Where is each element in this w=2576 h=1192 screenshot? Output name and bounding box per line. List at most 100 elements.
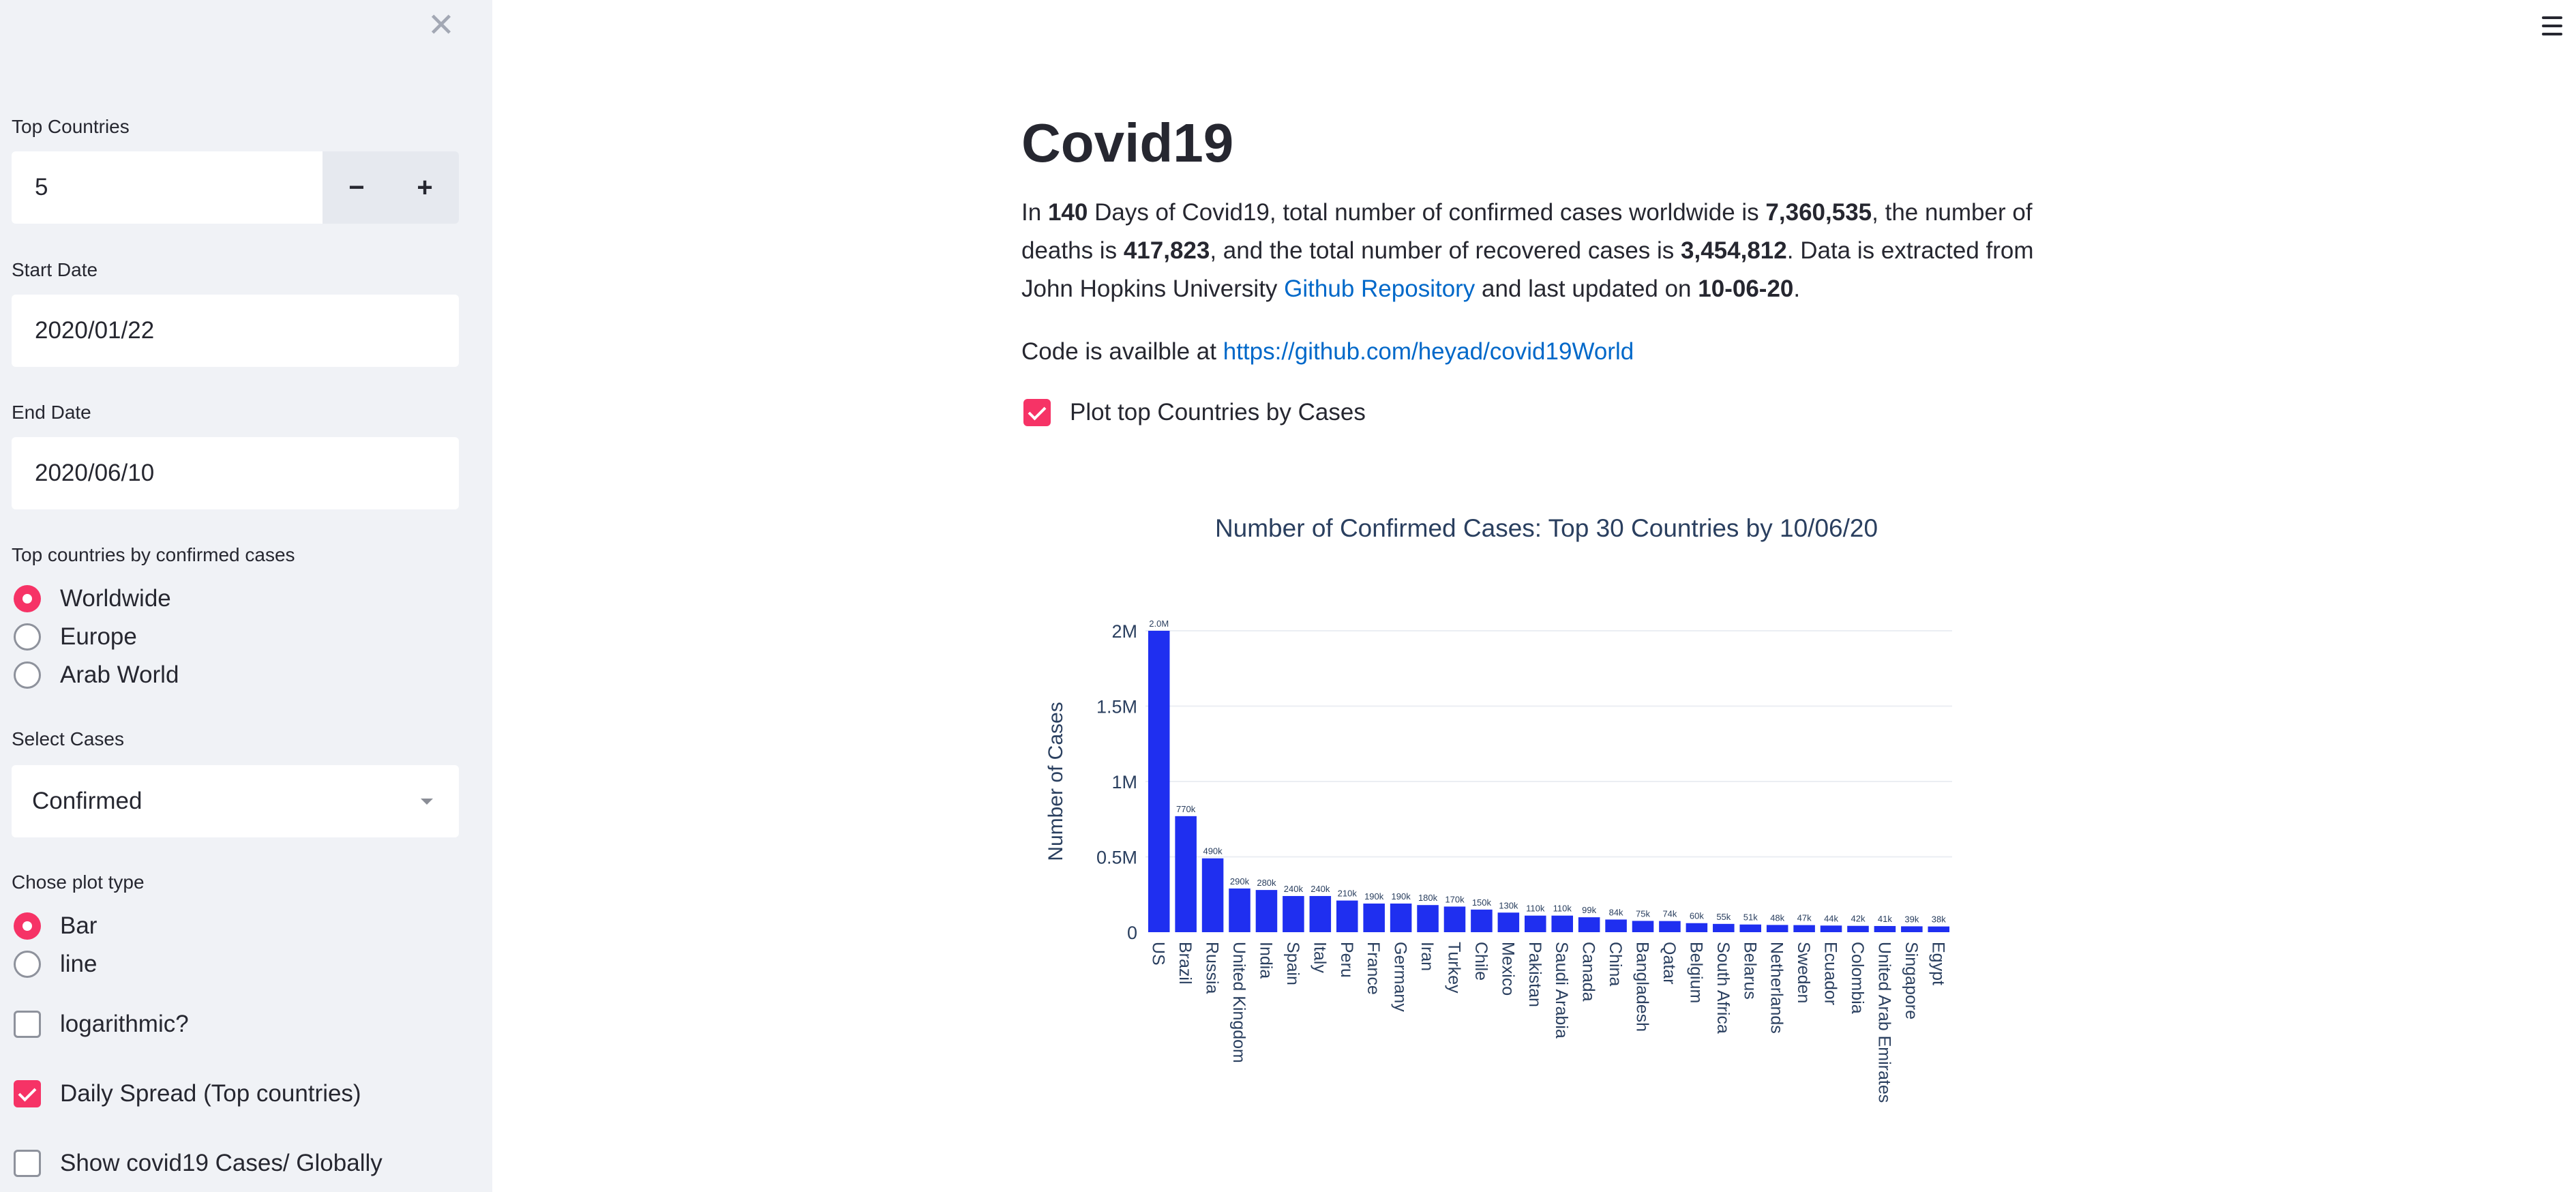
chart-title: Number of Confirmed Cases: Top 30 Countr… [1215, 514, 1878, 542]
bar-value-label: 110k [1526, 904, 1545, 914]
bar-value-label: 60k [1690, 911, 1704, 921]
bar [1766, 925, 1788, 932]
bar-value-label: 280k [1257, 878, 1276, 888]
x-tick-label: Belarus [1740, 942, 1759, 1000]
page-title: Covid19 [1021, 113, 1234, 173]
close-icon[interactable]: ✕ [427, 8, 455, 44]
x-tick-label: Pakistan [1525, 942, 1544, 1007]
bar [1175, 816, 1197, 932]
checkbox-label: Plot top Countries by Cases [1070, 399, 1366, 426]
x-tick-label: Chile [1471, 942, 1491, 981]
radio-label: line [60, 951, 98, 977]
bar [1632, 921, 1654, 932]
x-tick-label: Qatar [1660, 942, 1679, 985]
x-tick-label: Saudi Arabia [1552, 942, 1571, 1039]
bar [1497, 912, 1520, 932]
confirmed-cases-bar-chart: Number of Confirmed Cases: Top 30 Countr… [1045, 514, 1952, 1103]
bar [1659, 921, 1681, 932]
x-tick-label: Mexico [1498, 942, 1517, 996]
bar [1390, 904, 1412, 932]
github-repository-link[interactable]: Github Repository [1284, 275, 1476, 302]
bar-value-label: 44k [1824, 913, 1838, 923]
bar-value-label: 99k [1582, 905, 1596, 915]
bar [1336, 900, 1358, 932]
x-tick-label: Bangladesh [1633, 942, 1652, 1032]
days-count: 140 [1047, 199, 1088, 226]
plot-top-countries-checkbox[interactable]: Plot top Countries by Cases [1023, 399, 1366, 426]
select-cases-dropdown[interactable]: Confirmed [12, 765, 459, 837]
x-tick-label: Iran [1418, 942, 1437, 971]
bar-value-label: 51k [1743, 912, 1758, 923]
region-label: Top countries by confirmed cases [12, 544, 295, 565]
bar [1229, 888, 1250, 932]
checkbox-label: Daily Spread (Top countries) [60, 1080, 361, 1107]
radio-europe[interactable]: Europe [14, 623, 137, 651]
bar [1283, 895, 1304, 932]
x-tick-label: Peru [1337, 942, 1356, 978]
decrement-button[interactable]: − [348, 172, 365, 203]
x-tick-label: United Kingdom [1229, 942, 1248, 1063]
bar [1309, 895, 1332, 932]
start-date-label: Start Date [12, 259, 98, 280]
bar [1201, 858, 1224, 932]
select-cases-label: Select Cases [12, 728, 124, 749]
bar-value-label: 240k [1311, 884, 1330, 894]
updated-date: 10-06-20 [1698, 275, 1794, 302]
bar-value-label: 47k [1797, 913, 1812, 923]
checkbox-label: logarithmic? [60, 1011, 189, 1037]
x-tick-label: United Arab Emirates [1874, 942, 1893, 1103]
x-tick-label: France [1364, 942, 1383, 995]
start-date-input[interactable]: 2020/01/22 [12, 295, 459, 367]
bar-value-label: 490k [1203, 846, 1223, 856]
radio-unselected-icon [14, 951, 41, 978]
bar-value-label: 240k [1284, 884, 1304, 894]
y-tick-label: 0.5M [1096, 848, 1137, 868]
bar-value-label: 110k [1553, 904, 1572, 914]
x-tick-label: South Africa [1713, 942, 1733, 1034]
bar-value-label: 39k [1904, 914, 1919, 924]
top-countries-stepper: − + [323, 151, 459, 224]
bar-value-label: 2.0M [1149, 619, 1169, 629]
code-link[interactable]: https://github.com/heyad/covid19World [1223, 338, 1634, 365]
bar-value-label: 74k [1662, 909, 1677, 919]
increment-button[interactable]: + [417, 172, 433, 203]
x-tick-label: Sweden [1794, 942, 1813, 1003]
radio-worldwide[interactable]: Worldwide [14, 585, 171, 612]
sidebar: ✕ Top Countries 5 − + Start Date 2020/01… [0, 0, 492, 1192]
end-date-input[interactable]: 2020/06/10 [12, 437, 459, 509]
hamburger-menu-icon[interactable] [2542, 16, 2562, 35]
x-tick-label: Russia [1203, 942, 1222, 994]
bar [1551, 915, 1573, 932]
bar-value-label: 55k [1716, 912, 1731, 922]
logarithmic-checkbox[interactable]: logarithmic? [14, 1011, 189, 1038]
end-date-label: End Date [12, 402, 91, 423]
bar [1363, 904, 1385, 932]
end-date-value: 2020/06/10 [35, 460, 155, 486]
x-tick-label: Germany [1391, 942, 1410, 1012]
confirmed-count: 7,360,535 [1765, 199, 1872, 226]
radio-selected-icon [14, 585, 41, 612]
daily-spread-checkbox[interactable]: Daily Spread (Top countries) [14, 1080, 361, 1107]
bar [1739, 924, 1762, 932]
plot-type-label: Chose plot type [12, 871, 145, 893]
checkbox-checked-icon [14, 1080, 41, 1107]
radio-bar[interactable]: Bar [14, 912, 97, 940]
radio-line[interactable]: line [14, 951, 97, 978]
bar [1417, 905, 1439, 932]
x-tick-label: Ecuador [1821, 942, 1840, 1005]
top-countries-input[interactable]: 5 [12, 151, 323, 224]
bar-value-label: 75k [1636, 908, 1650, 919]
show-global-checkbox[interactable]: Show covid19 Cases/ Globally [14, 1150, 383, 1177]
top-countries-value: 5 [35, 174, 48, 200]
bar-value-label: 290k [1230, 876, 1250, 886]
bar-value-label: 170k [1445, 894, 1465, 904]
bar-value-label: 42k [1851, 914, 1865, 924]
y-tick-label: 2M [1111, 621, 1137, 642]
y-tick-label: 1M [1111, 772, 1137, 792]
bar [1471, 909, 1493, 932]
bar [1443, 906, 1466, 932]
bar-value-label: 38k [1932, 914, 1946, 925]
x-tick-label: Belgium [1686, 942, 1705, 1003]
bar-value-label: 130k [1499, 900, 1518, 910]
radio-arab-world[interactable]: Arab World [14, 661, 179, 689]
